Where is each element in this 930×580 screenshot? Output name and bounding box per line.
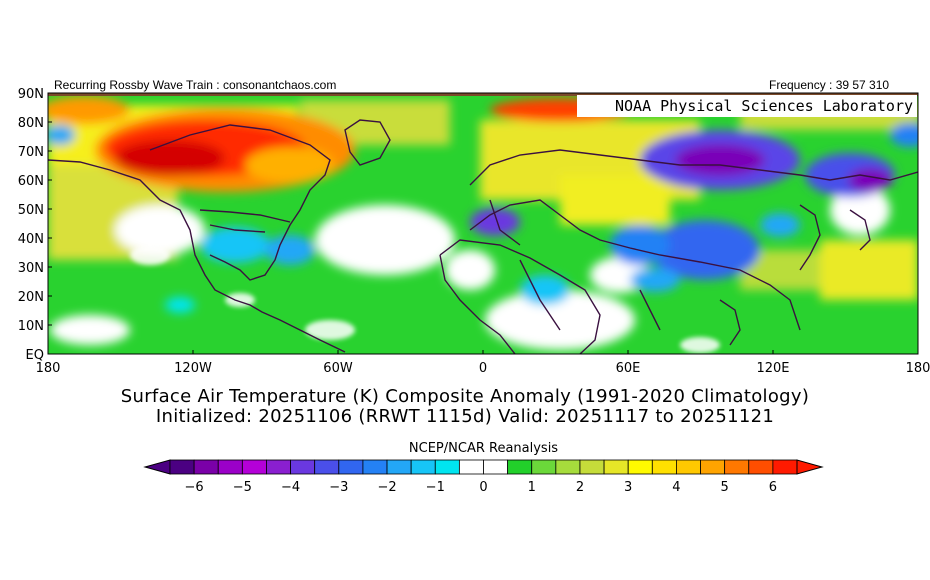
latitude-label: 60N	[18, 174, 44, 189]
map-title-line-1: Surface Air Temperature (K) Composite An…	[120, 386, 810, 407]
map-title-line-2: Initialized: 20251106 (RRWT 1115d) Valid…	[155, 406, 775, 427]
lab-label-box	[577, 95, 917, 117]
longitude-label: 180	[36, 361, 61, 376]
longitude-label: 0	[479, 361, 487, 376]
latitude-label: 40N	[18, 232, 44, 247]
header-frequency-text: Frequency : 39 57 310	[769, 78, 890, 92]
latitude-label: 10N	[18, 319, 44, 334]
latitude-label: EQ	[26, 348, 44, 363]
header-source-text: Recurring Rossby Wave Train : consonantc…	[54, 78, 337, 92]
latitude-label: 50N	[18, 203, 44, 218]
coastlines	[48, 119, 918, 354]
latitude-label: 80N	[18, 116, 44, 131]
latitude-label: 90N	[18, 87, 44, 102]
latitude-axis: 90N 80N 70N 60N 50N 40N 30N 20N 10N EQ	[18, 87, 52, 363]
longitude-label: 60W	[323, 361, 353, 376]
latitude-label: 30N	[18, 261, 44, 276]
temperature-anomaly-field	[48, 93, 918, 354]
colorbar-label: NCEP/NCAR Reanalysis	[408, 441, 559, 456]
longitude-label: 180	[906, 361, 930, 376]
longitude-label: 120W	[174, 361, 212, 376]
longitude-axis: 180 120W 60W 0 60E 120E 180	[36, 350, 930, 376]
latitude-label: 20N	[18, 290, 44, 305]
longitude-label: 120E	[756, 361, 789, 376]
longitude-label: 60E	[616, 361, 641, 376]
lab-label: NOAA Physical Sciences Laboratory	[615, 97, 913, 115]
latitude-label: 70N	[18, 145, 44, 160]
